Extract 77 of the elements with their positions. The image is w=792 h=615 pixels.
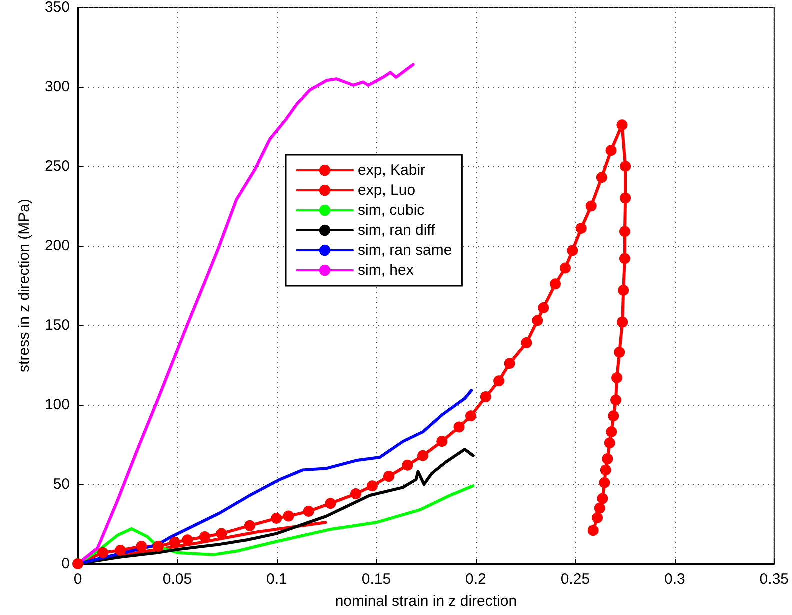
point (283, 510, 294, 522)
x-tick-label: 0.05 (162, 571, 192, 588)
point (402, 460, 414, 471)
point (436, 436, 448, 448)
point (614, 347, 626, 358)
point (72, 558, 84, 570)
point (600, 464, 612, 476)
point (199, 531, 210, 542)
x-tick-label: 0.25 (560, 571, 590, 588)
point (303, 506, 314, 518)
point (620, 192, 632, 204)
point (606, 426, 618, 438)
legend-label: sim, cubic (358, 202, 426, 219)
y-tick-label: 50 (53, 476, 70, 493)
point (152, 541, 164, 552)
point (612, 372, 623, 384)
point (384, 471, 394, 482)
legend-label: sim, ran diff (358, 222, 436, 239)
point (567, 245, 578, 256)
x-tick-label: 0.1 (266, 571, 288, 588)
point (608, 410, 620, 422)
point (350, 488, 362, 500)
point (588, 525, 599, 536)
point (115, 544, 126, 556)
y-tick-label: 100 (44, 396, 70, 414)
point (594, 502, 606, 514)
x-tick-label: 0 (74, 571, 82, 588)
point (532, 315, 544, 326)
point (560, 262, 571, 274)
point (465, 410, 476, 422)
point (550, 278, 562, 290)
legend-label: sim, hex (358, 262, 414, 279)
legend-label: exp, Luo (358, 182, 416, 199)
point (521, 337, 532, 348)
point (366, 480, 378, 492)
point (454, 422, 465, 433)
point (610, 394, 622, 406)
point (271, 513, 282, 524)
x-axis-title: nominal strain in z direction (335, 593, 518, 610)
point (480, 392, 492, 403)
x-tick-label: 0.3 (664, 571, 686, 588)
point (604, 438, 616, 449)
y-tick-label: 300 (44, 78, 70, 96)
point (620, 161, 632, 172)
point (599, 477, 610, 488)
point (504, 358, 516, 370)
y-tick-label: 0 (62, 556, 70, 572)
y-tick-label: 200 (44, 238, 70, 254)
point (619, 253, 630, 264)
point (617, 316, 628, 328)
point (494, 376, 505, 387)
y-tick-label: 150 (44, 317, 70, 334)
point (602, 454, 614, 465)
point (586, 200, 597, 212)
x-tick-label: 0.15 (362, 571, 392, 588)
point (592, 512, 604, 524)
point (618, 285, 630, 296)
point (244, 520, 256, 532)
point (619, 226, 630, 238)
x-tick-label: 0.2 (466, 571, 486, 588)
point (325, 498, 336, 510)
legend-label: exp, Kabir (358, 162, 426, 179)
point (98, 547, 109, 558)
point (216, 528, 228, 540)
point (596, 172, 608, 184)
x-tick-label: 0.35 (760, 571, 790, 588)
point (616, 120, 628, 131)
point (418, 450, 429, 462)
y-axis-title: stress in z direction (MPa) (16, 199, 33, 372)
y-tick-label: 350 (44, 0, 70, 16)
point (576, 223, 587, 234)
point (538, 302, 550, 314)
point (606, 145, 617, 156)
point (597, 493, 608, 504)
point (136, 541, 148, 552)
legend-label: sim, ran same (358, 242, 452, 259)
y-tick-label: 250 (44, 158, 70, 175)
